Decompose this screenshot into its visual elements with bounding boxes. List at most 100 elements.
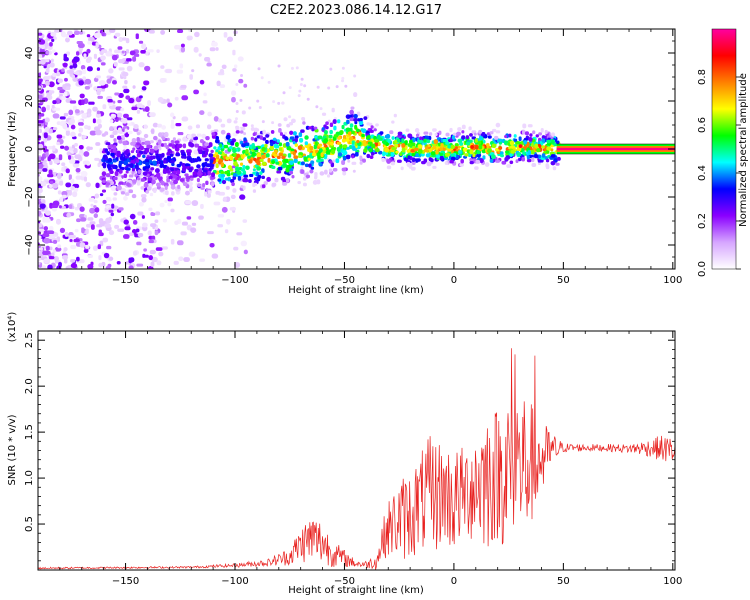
spectrogram-ridge-cell [427, 144, 431, 148]
spectrogram-ridge-cell [224, 177, 230, 181]
spectrogram-ridge-cell [171, 191, 175, 196]
spectrogram-ridge-cell [157, 132, 163, 138]
spectrogram-noise-cell [199, 110, 205, 115]
spectrogram-ridge-cell [105, 142, 111, 146]
spectrogram-noise-cell [140, 194, 147, 198]
spectrogram-noise-cell [191, 200, 199, 207]
spectrogram-noise-cell [52, 72, 57, 77]
spectrogram-ridge-cell [252, 189, 257, 193]
spectrogram-noise-cell [38, 143, 44, 150]
spectrogram-noise-cell [47, 264, 53, 269]
spectrogram-ridge-cell [300, 169, 305, 174]
spectrogram-ridge-cell [342, 170, 347, 176]
spectrogram-ridge-cell [465, 141, 471, 146]
spectrogram-noise-cell [65, 37, 70, 43]
spectrogram-ridge-cell [391, 146, 397, 151]
spectrogram-ridge-cell [481, 133, 485, 137]
spectrogram-noise-cell [239, 98, 243, 102]
spectrogram-noise-cell [101, 49, 108, 53]
spectrogram-noise-cell [121, 50, 125, 54]
spectrogram-ridge-cell [186, 178, 190, 182]
spectrogram-noise-cell [62, 123, 68, 130]
spectrogram-noise-cell [64, 235, 69, 240]
spectrogram-ridge-cell [274, 177, 279, 183]
spectrogram-ridge-cell [462, 147, 468, 152]
spectrogram-ridge-cell [314, 141, 318, 146]
spectrogram-ridge-cell [110, 152, 115, 157]
spectrogram-ridge-cell [109, 134, 115, 138]
spectrogram-noise-cell [211, 253, 219, 259]
spectrogram-noise-cell [88, 101, 95, 105]
spectrogram-noise-cell [230, 194, 236, 200]
spectrogram-noise-cell [76, 51, 80, 56]
spectrogram-noise-cell [43, 226, 49, 231]
spectrogram-ridge-cell [261, 161, 267, 166]
spectrogram-ridge-cell [473, 132, 477, 136]
spectrogram-noise-cell [93, 213, 98, 219]
spectrogram-ridge-cell [555, 162, 560, 166]
spectrogram-noise-cell [83, 98, 89, 104]
spectrogram-ridge-cell [546, 146, 552, 151]
spectrogram-noise-cell [89, 221, 96, 225]
spectrogram-noise-cell [110, 185, 118, 192]
spectrogram-noise-cell [53, 159, 60, 164]
spectrogram-noise-cell [219, 68, 225, 74]
spectrogram-noise-cell [83, 176, 88, 182]
spectrogram-ridge-cell [354, 151, 359, 157]
spectrogram-noise-cell [71, 144, 76, 149]
spectrogram-noise-cell [111, 203, 115, 209]
spectrogram-ridge-cell [196, 177, 200, 183]
spectrogram-ridge-cell [254, 137, 258, 142]
spectrogram-ridge-cell [241, 143, 246, 148]
spectrogram-ridge-cell [454, 146, 459, 150]
tone-band-core [556, 147, 675, 151]
spectrogram-ridge-cell [517, 141, 521, 145]
spectrogram-noise-cell [61, 162, 66, 167]
spectrogram-ridge-cell [165, 166, 170, 172]
spectrogram-ridge-cell [348, 131, 352, 136]
spectrogram-ridge-cell [384, 147, 390, 153]
spectrogram-ridge-cell [243, 174, 249, 178]
spectrogram-noise-cell [160, 65, 165, 69]
spectrogram-noise-cell [157, 97, 164, 103]
spectrogram-noise-cell [319, 107, 323, 111]
spectrogram-ridge-cell [271, 160, 276, 165]
spectrogram-ridge-cell [391, 120, 395, 124]
spectrogram-ridge-cell [271, 165, 276, 170]
spectrogram-ridge-cell [113, 138, 117, 142]
spectrogram-noise-cell [65, 168, 70, 174]
spectrogram-noise-cell [61, 96, 66, 101]
spectrogram-ridge-cell [337, 152, 343, 157]
spectrogram-ridge-cell [509, 160, 514, 165]
spectrogram-noise-cell [129, 50, 136, 56]
spectrogram-noise-cell [215, 47, 219, 51]
spectrogram-ridge-cell [275, 161, 280, 165]
spectrogram-noise-cell [300, 77, 304, 81]
spectrogram-ridge-cell [167, 202, 172, 207]
spectrogram-noise-cell [50, 31, 57, 37]
spectrogram-noise-cell [195, 124, 201, 129]
spectrogram-ridge-cell [285, 137, 289, 141]
spectrogram-ridge-cell [458, 150, 462, 154]
spectrogram-noise-cell [87, 108, 92, 114]
spectrogram-ridge-cell [445, 132, 450, 137]
spectrogram-ridge-cell [176, 144, 182, 149]
spectrogram-noise-cell [118, 59, 125, 64]
spectrogram-noise-cell [104, 223, 111, 228]
spectrogram-noise-cell [232, 68, 237, 72]
spectrogram-noise-cell [80, 64, 86, 70]
spectrogram-ridge-cell [312, 149, 316, 154]
spectrogram-ridge-cell [411, 157, 416, 162]
spectrogram-ridge-cell [353, 92, 358, 98]
spectrogram-ridge-cell [342, 150, 348, 156]
spectrogram-ridge-cell [323, 138, 329, 143]
spectrogram-noise-cell [80, 217, 87, 222]
spectrogram-noise-cell [68, 155, 72, 160]
spectrogram-ridge-cell [308, 126, 313, 130]
spectrogram-noise-cell [39, 247, 44, 251]
spectrogram-ridge-cell [153, 189, 157, 193]
spectrogram-ridge-cell [386, 165, 392, 170]
spectrogram-noise-cell [174, 96, 179, 101]
spectrogram-ridge-cell [285, 178, 290, 183]
spectrogram-ridge-cell [265, 139, 269, 144]
